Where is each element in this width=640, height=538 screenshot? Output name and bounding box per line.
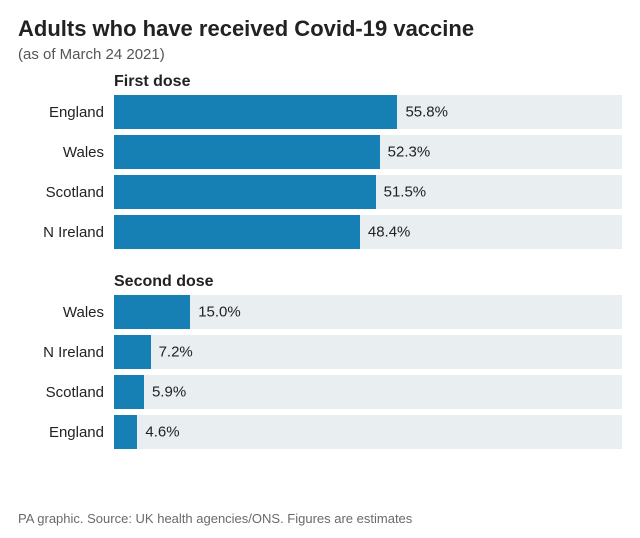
chart-area: First doseEngland55.8%Wales52.3%Scotland…: [18, 73, 622, 449]
row-label: Wales: [18, 135, 114, 169]
bar-row: Wales 52.3%: [18, 135, 622, 169]
bar-row: England 4.6%: [18, 415, 622, 449]
bar-track: 52.3%: [114, 135, 622, 169]
bar-row: England 55.8%: [18, 95, 622, 129]
bar-value: 15.0%: [198, 304, 241, 321]
row-label: Wales: [18, 295, 114, 329]
bar-fill: [114, 295, 190, 329]
row-label: Scotland: [18, 375, 114, 409]
bar-fill: [114, 215, 360, 249]
bar-value: 4.6%: [145, 424, 179, 441]
bar-row: N Ireland 48.4%: [18, 215, 622, 249]
bar-track: 48.4%: [114, 215, 622, 249]
section-header: Second dose: [18, 273, 622, 291]
bar-row: N Ireland 7.2%: [18, 335, 622, 369]
bar-fill: [114, 375, 144, 409]
chart-title: Adults who have received Covid-19 vaccin…: [18, 16, 622, 42]
bar-value: 5.9%: [152, 384, 186, 401]
bar-track: 51.5%: [114, 175, 622, 209]
chart-subtitle: (as of March 24 2021): [18, 46, 622, 63]
section-header: First dose: [18, 73, 622, 91]
bar-value: 55.8%: [405, 104, 448, 121]
bar-row: Wales 15.0%: [18, 295, 622, 329]
bar-value: 51.5%: [384, 184, 427, 201]
row-label: England: [18, 95, 114, 129]
bar-fill: [114, 135, 380, 169]
chart-section: First doseEngland 55.8% Wales 52.3% Scotland…: [18, 73, 622, 249]
bar-track: 4.6%: [114, 415, 622, 449]
bar-fill: [114, 175, 376, 209]
chart-section: Second doseWales 15.0% N Ireland 7.2% Scotla…: [18, 273, 622, 449]
bar-value: 52.3%: [388, 144, 431, 161]
section-label: First dose: [114, 73, 190, 91]
bar-row: Scotland 51.5%: [18, 175, 622, 209]
bar-fill: [114, 95, 397, 129]
bar-track: 7.2%: [114, 335, 622, 369]
bar-fill: [114, 335, 151, 369]
row-label: England: [18, 415, 114, 449]
bar-row: Scotland 5.9%: [18, 375, 622, 409]
section-label: Second dose: [114, 273, 214, 291]
bar-track: 55.8%: [114, 95, 622, 129]
bar-value: 7.2%: [159, 344, 193, 361]
row-label: Scotland: [18, 175, 114, 209]
bar-track: 5.9%: [114, 375, 622, 409]
bar-value: 48.4%: [368, 224, 411, 241]
row-label: N Ireland: [18, 215, 114, 249]
chart-footer: PA graphic. Source: UK health agencies/O…: [18, 511, 412, 526]
bar-track: 15.0%: [114, 295, 622, 329]
row-label: N Ireland: [18, 335, 114, 369]
bar-fill: [114, 415, 137, 449]
